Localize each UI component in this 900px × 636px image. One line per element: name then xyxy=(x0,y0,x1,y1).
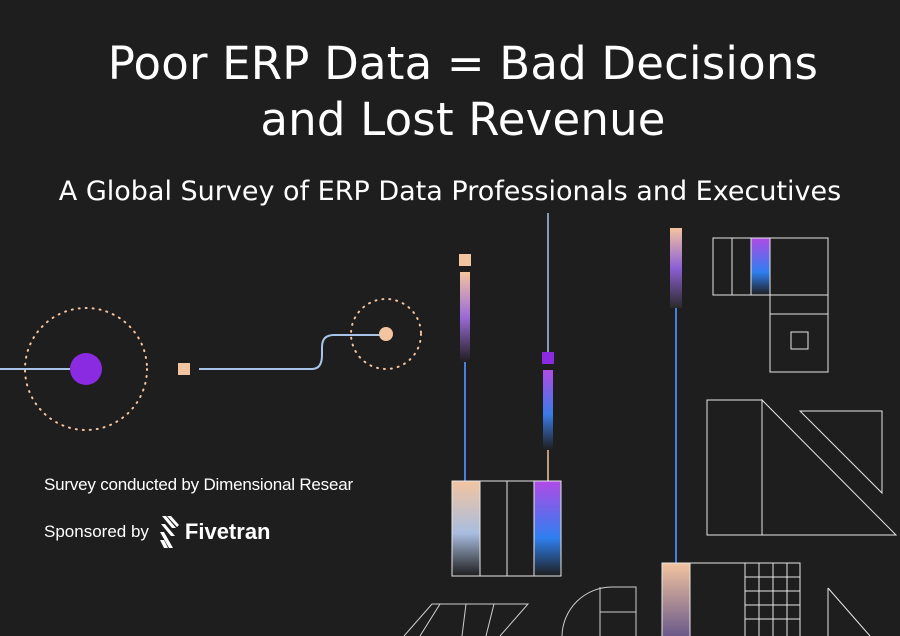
page-title: Poor ERP Data = Bad Decisions and Lost R… xyxy=(0,36,900,148)
bottom-partial-shapes-graphic xyxy=(403,586,637,636)
page-subtitle: A Global Survey of ERP Data Professional… xyxy=(58,176,842,207)
survey-credit: Survey conducted by Dimensional Resear xyxy=(44,475,353,494)
triangles-graphic xyxy=(706,398,898,536)
bottom-grid-graphic xyxy=(661,562,871,636)
grid-box-graphic xyxy=(451,480,562,577)
title-line-1: Poor ERP Data = Bad Decisions xyxy=(107,37,819,90)
top-right-boxes-graphic xyxy=(712,237,829,373)
sponsor-block: Sponsored by Fivetran xyxy=(44,514,271,550)
sponsor-name: Fivetran xyxy=(184,519,271,544)
fivetran-mark-icon xyxy=(159,516,179,548)
sponsor-label: Sponsored by xyxy=(44,522,149,541)
title-line-2: and Lost Revenue xyxy=(260,93,666,146)
connector-graphic xyxy=(0,298,422,431)
vertical-bars-graphic xyxy=(459,213,682,563)
fivetran-logo: Fivetran xyxy=(159,515,271,549)
